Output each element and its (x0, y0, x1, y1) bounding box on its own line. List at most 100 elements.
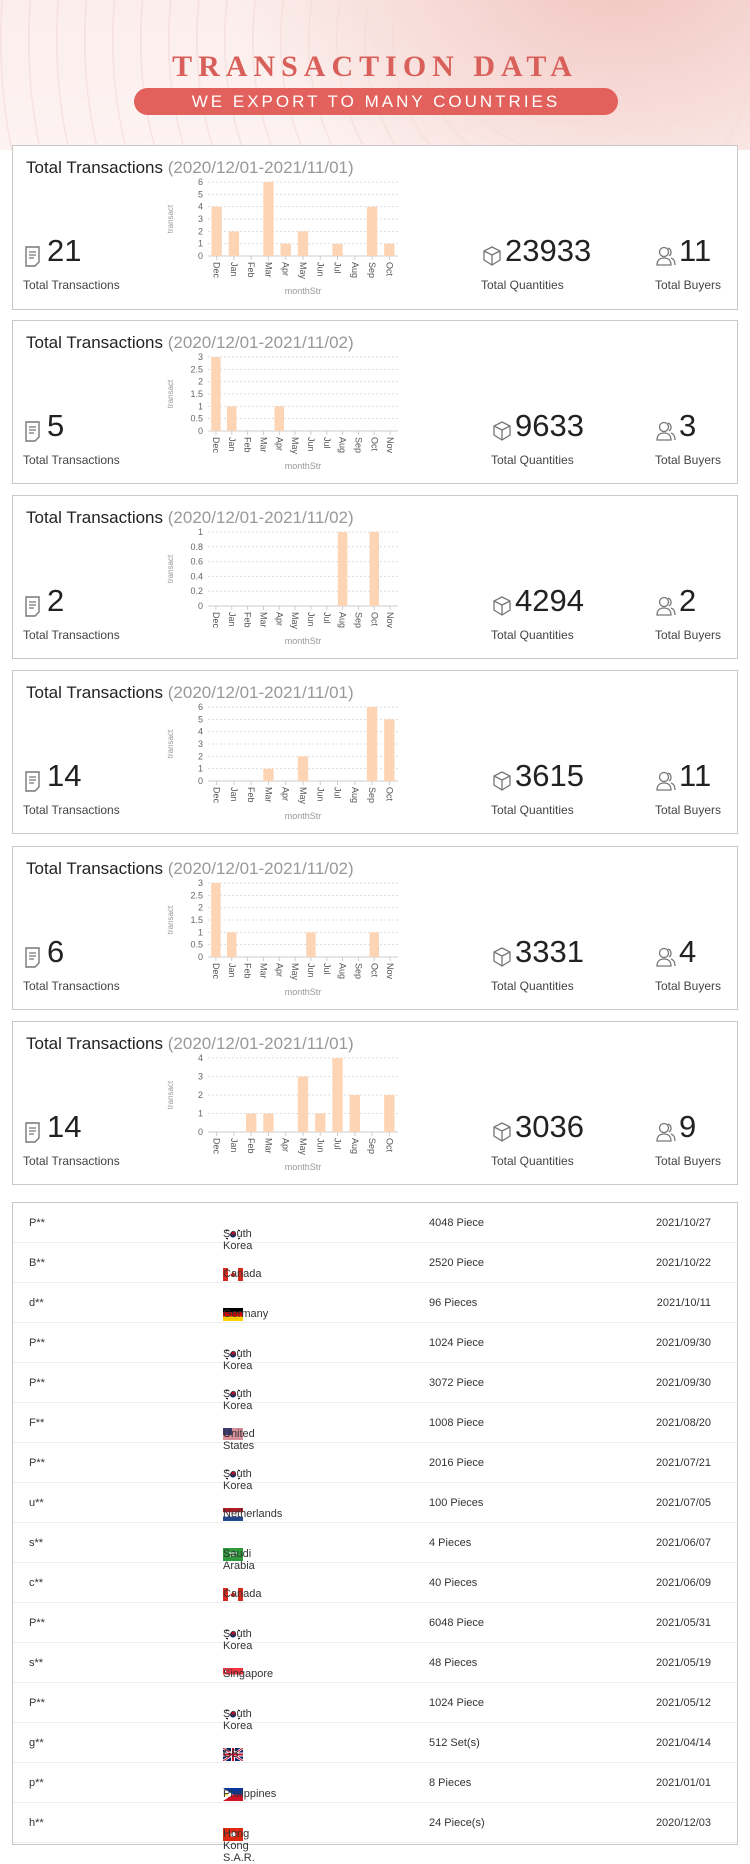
x-tick-label: Aug (350, 262, 360, 278)
date-range: (2020/12/01-2021/11/01) (167, 1034, 354, 1053)
x-tick-label: Nov (385, 612, 395, 629)
x-tick-label: Dec (211, 612, 221, 629)
x-tick-label: Jun (315, 787, 325, 802)
country-name: Germany (223, 1308, 269, 1320)
x-tick-label: Jun (315, 1138, 325, 1153)
bar (297, 756, 309, 781)
x-tick-label: Aug (350, 1138, 360, 1154)
document-icon (23, 941, 43, 968)
country-name: Canada (223, 1588, 262, 1600)
users-icon (655, 765, 676, 791)
date: 2021/05/19 (655, 1657, 711, 1669)
card-title: Total Transactions (2020/12/01-2021/11/0… (26, 158, 354, 177)
country-name: Canada (223, 1268, 262, 1280)
country-name: South Korea (223, 1348, 253, 1372)
x-tick-label: May (290, 437, 300, 455)
x-tick-label: Oct (369, 963, 379, 978)
x-tick-label: Jul (322, 612, 332, 624)
stat-quantities: 3615 Total Quantities (491, 758, 584, 818)
card-title: Total Transactions (2020/12/01-2021/11/0… (26, 508, 354, 527)
buyer-name: P** (29, 1457, 45, 1469)
date: 2021/10/11 (656, 1297, 711, 1309)
table-row: B** Canada 2520 Piece 2021/10/22 (13, 1243, 737, 1283)
summary-card: Total Transactions (2020/12/01-2021/11/0… (12, 846, 738, 1010)
y-tick-label: 2 (198, 751, 203, 761)
buyer-name: P** (29, 1217, 45, 1229)
bar (263, 768, 274, 781)
transactions-value: 14 (47, 758, 82, 793)
quantity: 48 Pieces (429, 1657, 478, 1669)
y-tick-label: 3 (198, 352, 203, 362)
date-range: (2020/12/01-2021/11/02) (167, 859, 354, 878)
stat-quantities: 3331 Total Quantities (491, 935, 584, 994)
table-row: P** South Korea 4048 Piece 2021/10/27 (13, 1203, 737, 1252)
table-row: P** South Korea 3072 Piece 2021/09/30 (13, 1363, 737, 1412)
users-icon (655, 941, 676, 967)
box-icon (491, 941, 511, 967)
flag-us-icon (223, 1428, 243, 1441)
bar (366, 707, 378, 781)
quantities-value: 4294 (515, 583, 584, 618)
stat-transactions: 6 Total Transactions (23, 935, 120, 994)
bar (227, 932, 237, 957)
table-row: p** Philippines 8 Pieces 2021/01/01 (13, 1763, 737, 1803)
x-axis-label: monthStr (285, 987, 322, 997)
flag-sa-icon (223, 1548, 243, 1561)
x-tick-label: Apr (281, 787, 291, 801)
y-tick-label: 0.5 (190, 414, 203, 424)
buyer-name: P** (29, 1617, 45, 1629)
stat-transactions: 14 Total Transactions (23, 758, 120, 818)
bar (384, 1095, 395, 1132)
country-name: GB (223, 1748, 239, 1760)
stat-quantities: 23933 Total Quantities (481, 234, 591, 293)
x-tick-label: Dec (212, 262, 222, 279)
x-axis-label: monthStr (285, 1162, 322, 1172)
quantity: 1024 Piece (429, 1697, 485, 1709)
buyers-value: 3 (679, 408, 697, 443)
buyer-name: c** (29, 1577, 44, 1589)
box-icon (481, 240, 501, 266)
box-icon (491, 1116, 511, 1142)
bar (369, 932, 379, 957)
x-tick-label: May (290, 612, 300, 630)
quantities-value: 3615 (515, 758, 584, 793)
bar (332, 1058, 343, 1132)
flag-gb-icon (222, 1746, 244, 1763)
quantities-value: 9633 (515, 408, 584, 443)
date: 2021/01/01 (655, 1777, 711, 1789)
page-title: TRANSACTION DATA (172, 50, 578, 83)
x-tick-label: Jun (306, 963, 316, 978)
y-tick-label: 3 (198, 214, 203, 224)
date-range: (2020/12/01-2021/11/01) (167, 683, 354, 702)
country-name: Saudi Arabia (223, 1548, 255, 1572)
buyer-name: B** (29, 1257, 45, 1269)
y-axis-label: transact (166, 905, 175, 934)
x-axis-label: monthStr (285, 461, 322, 471)
date: 2021/09/30 (655, 1337, 711, 1349)
y-tick-label: 5 (198, 714, 203, 724)
y-axis-label: transact (166, 204, 175, 233)
buyers-value: 2 (679, 583, 697, 618)
y-tick-label: 1 (198, 401, 203, 411)
x-tick-label: Dec (212, 1138, 222, 1155)
x-tick-label: Aug (350, 787, 360, 803)
document-icon (23, 415, 43, 442)
x-tick-label: Feb (243, 437, 253, 453)
users-icon (655, 590, 676, 616)
table-row: P** South Korea 6048 Piece 2021/05/31 (13, 1603, 737, 1652)
bar (384, 243, 395, 256)
y-tick-label: 2 (198, 1090, 203, 1100)
x-tick-label: Mar (263, 262, 273, 278)
bar (315, 1113, 326, 1132)
quantity: 3072 Piece (429, 1377, 485, 1389)
date: 2021/07/21 (655, 1457, 711, 1469)
x-tick-label: Feb (243, 612, 253, 628)
x-tick-label: Oct (384, 1138, 394, 1153)
table-row: u** Netherlands 100 Pieces 2021/07/05 (13, 1483, 737, 1523)
x-tick-label: Sep (367, 1138, 377, 1154)
x-tick-label: Mar (263, 787, 273, 803)
quantities-label: Total Quantities (491, 628, 574, 642)
quantity: 6048 Piece (429, 1617, 485, 1629)
x-tick-label: May (290, 963, 300, 981)
subtitle-pill: WE EXPORT TO MANY COUNTRIES (134, 88, 618, 115)
